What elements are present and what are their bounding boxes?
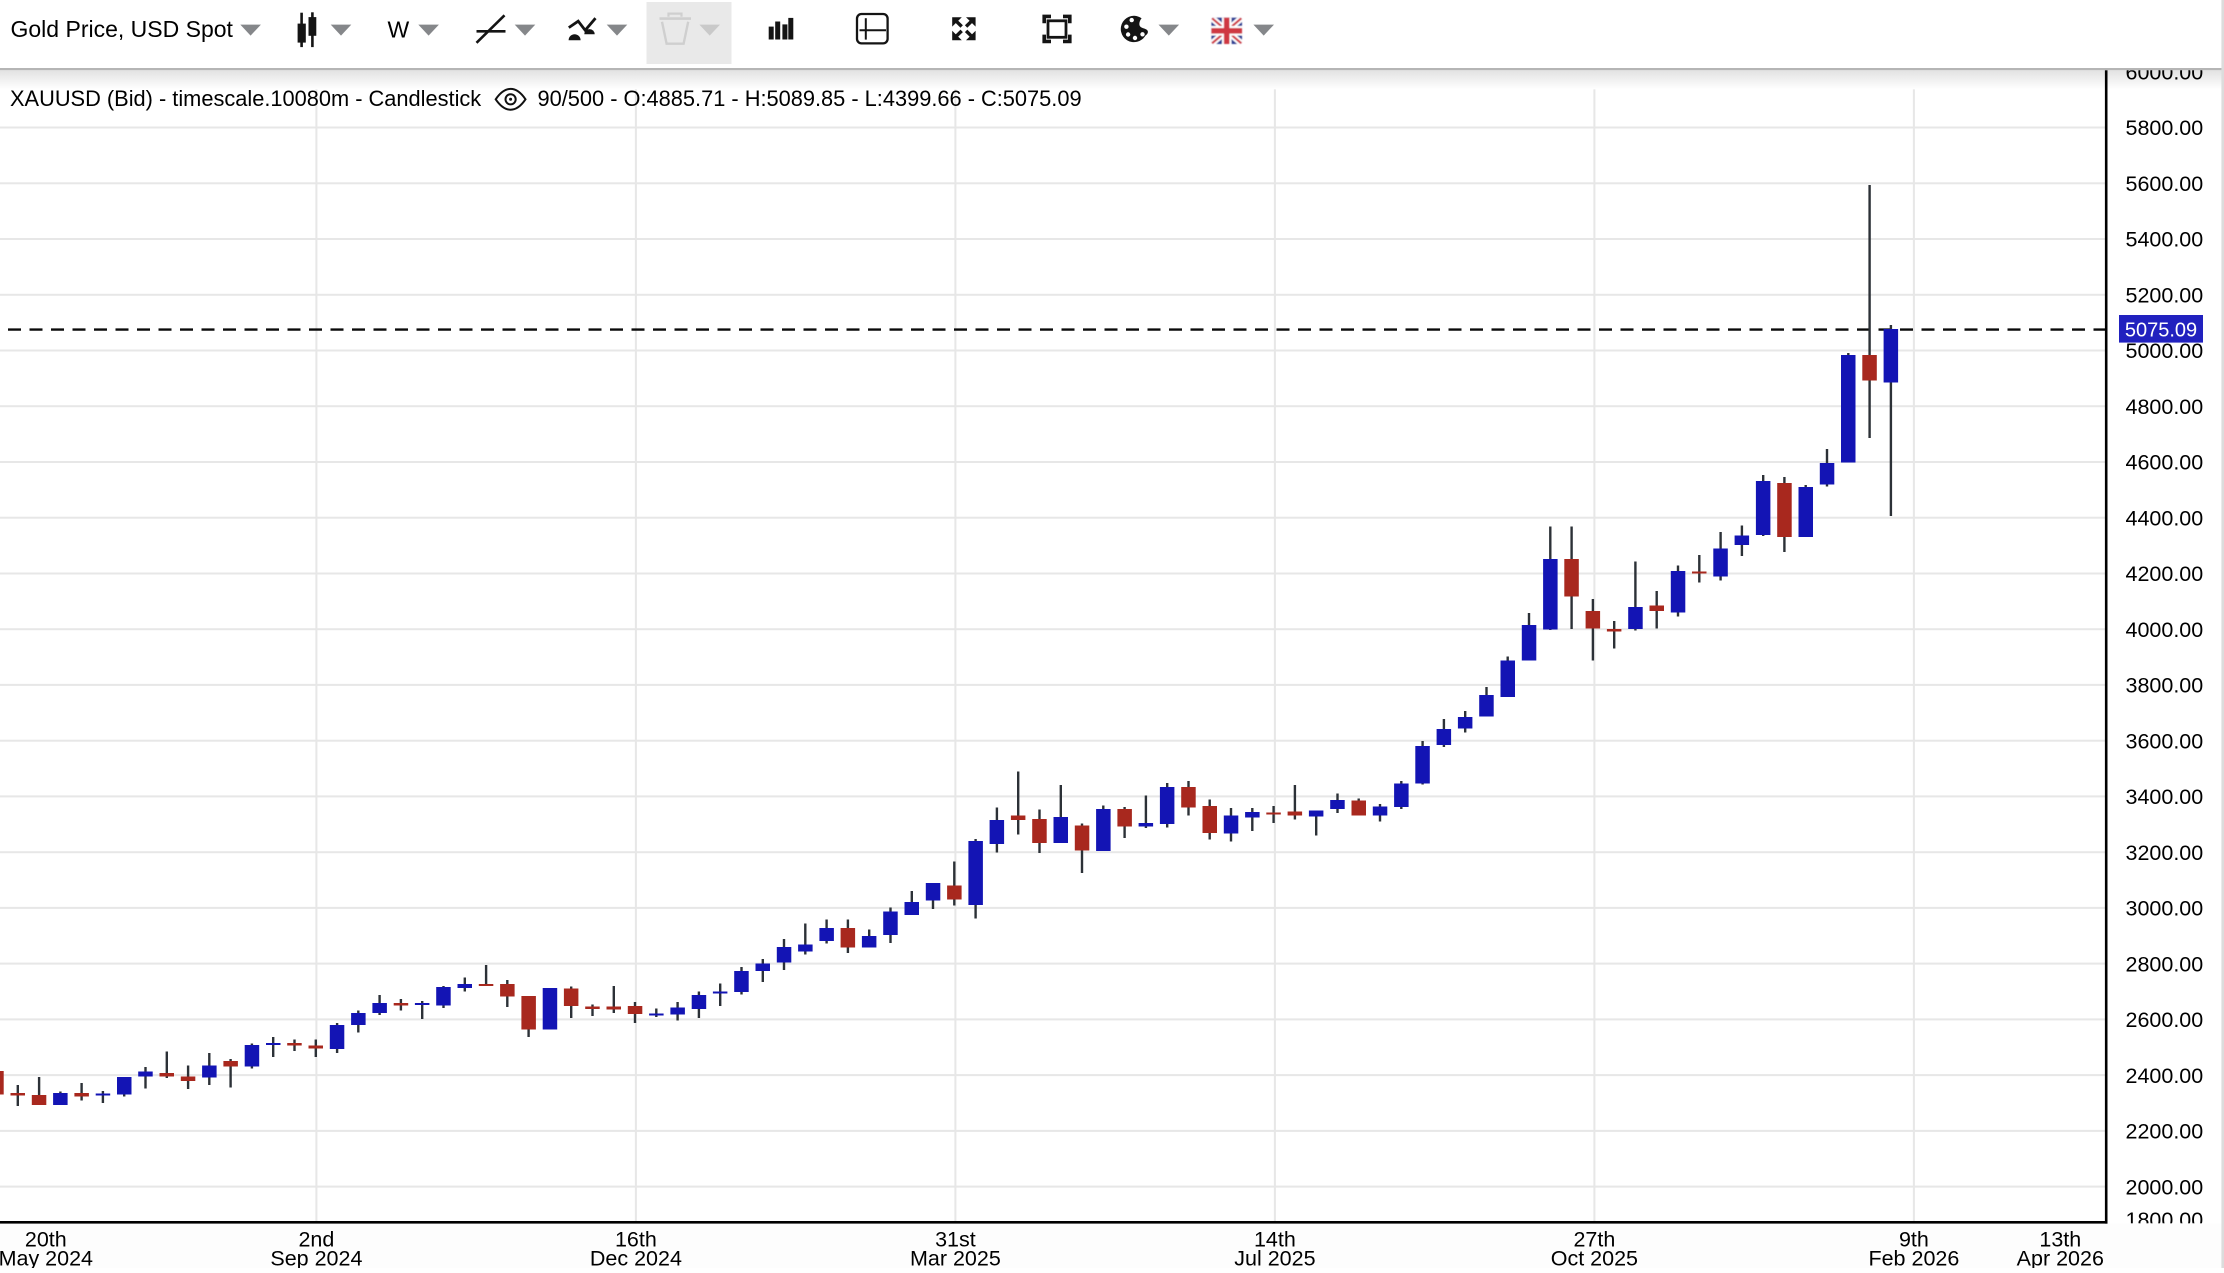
svg-text:3000.00: 3000.00 [2126,897,2204,921]
svg-text:27th: 27th [1573,1228,1615,1252]
svg-text:Sep 2024: Sep 2024 [270,1247,362,1268]
svg-text:Apr 2026: Apr 2026 [2017,1247,2104,1268]
svg-text:May 2024: May 2024 [0,1247,93,1268]
svg-text:4800.00: 4800.00 [2126,395,2204,419]
svg-text:Oct 2025: Oct 2025 [1551,1247,1638,1268]
svg-text:2400.00: 2400.00 [2126,1064,2204,1088]
svg-text:14th: 14th [1254,1228,1296,1252]
svg-text:90/500 - O:4885.71 - H:5089.85: 90/500 - O:4885.71 - H:5089.85 - L:4399.… [538,86,1082,111]
svg-text:3400.00: 3400.00 [2126,785,2204,809]
svg-text:4400.00: 4400.00 [2126,506,2204,530]
svg-text:4000.00: 4000.00 [2126,618,2204,642]
svg-text:31st: 31st [935,1228,976,1252]
svg-text:9th: 9th [1899,1228,1929,1252]
svg-text:2800.00: 2800.00 [2126,952,2204,976]
svg-text:13th: 13th [2039,1228,2081,1252]
svg-text:3600.00: 3600.00 [2126,729,2204,753]
svg-text:16th: 16th [615,1228,657,1252]
svg-text:3200.00: 3200.00 [2126,841,2204,865]
svg-text:6000.00: 6000.00 [2126,61,2204,85]
svg-text:5800.00: 5800.00 [2126,116,2204,140]
svg-text:Gold Price, USD Spot: Gold Price, USD Spot [11,16,234,42]
svg-text:2200.00: 2200.00 [2126,1120,2204,1144]
svg-text:5075.09: 5075.09 [2125,320,2197,342]
svg-text:4600.00: 4600.00 [2126,451,2204,475]
svg-text:5400.00: 5400.00 [2126,228,2204,252]
svg-text:4200.00: 4200.00 [2126,562,2204,586]
svg-text:Dec 2024: Dec 2024 [590,1247,682,1268]
svg-text:Jul 2025: Jul 2025 [1234,1247,1315,1268]
svg-text:20th: 20th [25,1228,67,1252]
svg-text:3800.00: 3800.00 [2126,674,2204,698]
svg-text:2600.00: 2600.00 [2126,1008,2204,1032]
svg-text:2000.00: 2000.00 [2126,1175,2204,1199]
svg-text:XAUUSD (Bid) - timescale.10080: XAUUSD (Bid) - timescale.10080m - Candle… [10,86,481,111]
svg-text:5000.00: 5000.00 [2126,339,2204,363]
svg-text:Feb 2026: Feb 2026 [1868,1247,1959,1268]
svg-text:5200.00: 5200.00 [2126,284,2204,308]
svg-text:2nd: 2nd [298,1228,334,1252]
svg-text:Mar 2025: Mar 2025 [910,1247,1001,1268]
svg-text:5600.00: 5600.00 [2126,172,2204,196]
svg-text:W: W [388,17,410,43]
svg-text:1800.00: 1800.00 [2126,1208,2204,1232]
